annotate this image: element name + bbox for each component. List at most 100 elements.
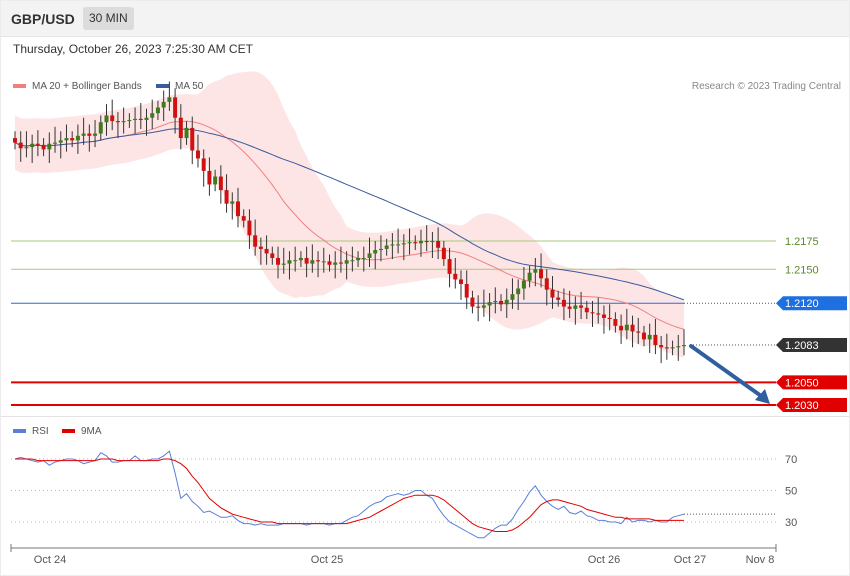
candle-body (373, 250, 378, 254)
rsi-tick-label: 30 (785, 517, 797, 529)
candle-body (87, 133, 92, 136)
candle-body (47, 143, 52, 150)
candle-body (224, 190, 229, 204)
candle-body (521, 280, 526, 289)
rsi-line (14, 450, 685, 539)
candle-body (470, 297, 475, 307)
legend-label: 9MA (81, 426, 102, 437)
x-tick-label: Oct 27 (674, 554, 706, 566)
candle-body (487, 302, 492, 306)
candle-body (361, 257, 366, 259)
x-tick-label: Oct 24 (34, 554, 66, 566)
candle-body (356, 257, 361, 261)
rsi-9ma-line (15, 458, 684, 532)
candle-body (110, 115, 115, 122)
candle-body (167, 97, 172, 102)
candle-body (316, 260, 321, 262)
candle-body (58, 140, 63, 143)
candle-body (98, 122, 103, 134)
level-tag (776, 296, 847, 311)
candle-body (682, 345, 686, 347)
candle-body (287, 260, 292, 264)
candle-body (556, 297, 561, 300)
candle-body (378, 248, 383, 251)
legend-main-ma20: MA 20 + Bollinger Bands (13, 81, 142, 92)
candle-body (641, 332, 646, 340)
candle-body (75, 135, 80, 141)
header-bar: GBP/USD 30 MIN (0, 0, 850, 37)
legend-main-ma50: MA 50 (156, 81, 203, 92)
candle-body (121, 121, 126, 123)
timestamp: Thursday, October 26, 2023 7:25:30 AM CE… (13, 42, 253, 56)
candle-body (201, 158, 206, 171)
candle-body (430, 241, 435, 243)
x-tick-label: Oct 25 (311, 554, 343, 566)
candle-body (310, 260, 315, 264)
level-label: 1.2150 (785, 264, 819, 276)
candle-body (407, 242, 412, 244)
candle-body (24, 147, 29, 149)
bollinger-band-area (15, 71, 684, 358)
forecast-arrowhead (755, 389, 770, 404)
candle-body (579, 305, 584, 308)
candle-body (276, 257, 281, 265)
candle-body (396, 244, 401, 246)
candle-body (213, 176, 218, 185)
legend-9ma: 9MA (62, 426, 102, 437)
candle-body (281, 263, 286, 265)
candle-body (195, 150, 200, 159)
candle-body (241, 216, 246, 221)
candle-body (178, 117, 183, 139)
candle-body (447, 259, 452, 274)
candle-body (561, 299, 566, 307)
candle-body (584, 307, 589, 313)
timeframe-button[interactable]: 30 MIN (83, 7, 134, 30)
level-tag (776, 338, 847, 353)
legend-swatch (13, 84, 26, 89)
candle-body (327, 261, 332, 265)
candle-body (333, 262, 338, 265)
candle-body (207, 170, 212, 185)
candle-body (270, 253, 275, 258)
candle-body (390, 244, 395, 246)
candle-body (184, 127, 189, 139)
level-tag (776, 398, 847, 412)
candle-body (527, 272, 532, 281)
candle-body (70, 138, 75, 141)
candle-body (516, 288, 521, 295)
legend-swatch (13, 429, 26, 434)
candle-body (138, 118, 143, 120)
candle-body (590, 312, 595, 314)
candle-body (64, 138, 69, 141)
level-label: 1.2030 (785, 400, 819, 412)
candle-body (133, 118, 138, 120)
candle-body (653, 334, 658, 346)
level-label: 1.2175 (785, 236, 819, 248)
candle-body (264, 248, 269, 254)
candle-body (550, 289, 555, 298)
candle-body (607, 317, 612, 320)
rsi-tick-label: 70 (785, 454, 797, 466)
level-tag (776, 375, 847, 390)
candle-body (613, 319, 618, 326)
candle-body (453, 273, 458, 280)
legend-swatch (62, 429, 75, 434)
ma50-line (14, 128, 685, 301)
candle-body (619, 325, 624, 331)
candle-body (441, 247, 446, 260)
candle-body (338, 262, 343, 264)
candle-body (436, 241, 441, 248)
candle-body (230, 201, 235, 204)
candle-body (161, 101, 166, 108)
candle-body (476, 306, 481, 308)
candle-body (247, 220, 252, 236)
candle-body (544, 278, 549, 290)
candle-body (127, 119, 132, 122)
candle-body (298, 257, 303, 261)
candle-body (539, 269, 544, 279)
candle-body (253, 235, 258, 247)
candle-body (464, 283, 469, 298)
candle-body (384, 245, 389, 249)
candle-body (304, 257, 309, 264)
